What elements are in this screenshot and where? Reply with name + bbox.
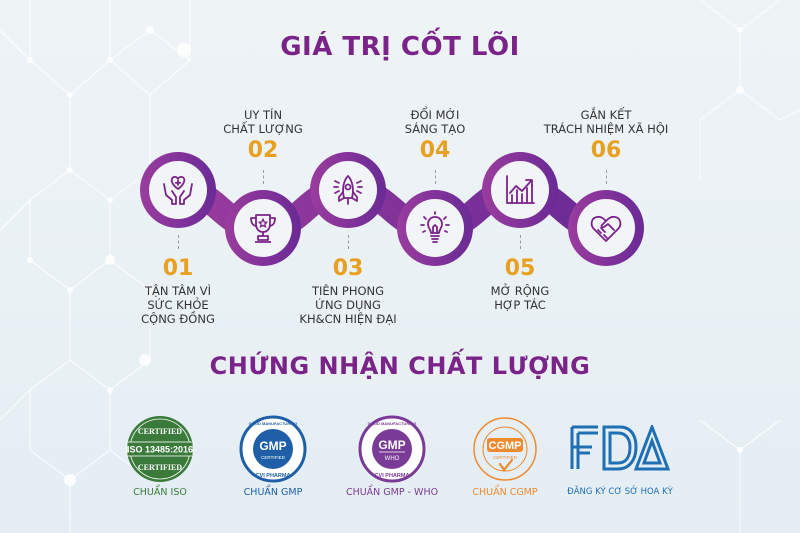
certifications-heading: CHỨNG NHẬN CHẤT LƯỢNG <box>209 352 591 380</box>
label-line: SỨC KHỎE <box>147 298 209 312</box>
cgmp-certified-badge: CGMP CERTIFIED <box>473 417 537 481</box>
growth-chart-icon <box>506 175 535 204</box>
connector-dash <box>348 235 349 249</box>
cert-caption-iso: CHUẨN ISO <box>133 487 187 498</box>
core-values-heading: GIÁ TRỊ CỐT LÕI <box>280 32 520 62</box>
label-line: SÁNG TẠO <box>404 122 466 136</box>
label-line: CỘNG ĐỒNG <box>141 312 215 326</box>
iso-certified-badge: ISO 13485:2016 CERTIFIED CERTIFIED <box>126 416 194 482</box>
fda-logo <box>570 425 670 471</box>
value-label-04: ĐỔI MỚI SÁNG TẠO <box>355 108 515 136</box>
gmp-who-badge: GMP WHO CVI PHARMA GOOD MANUFACTURING <box>358 415 426 483</box>
value-number-01: 01 <box>162 256 194 281</box>
svg-text:CERTIFIED: CERTIFIED <box>261 455 285 460</box>
rocket-icon <box>333 175 363 205</box>
trophy-icon <box>250 214 276 243</box>
value-number-04: 04 <box>419 138 451 163</box>
svg-text:GMP: GMP <box>378 438 405 452</box>
svg-text:CERTIFIED: CERTIFIED <box>138 463 182 472</box>
connector-dash <box>178 235 179 249</box>
label-line: MỞ RỘNG <box>490 284 550 298</box>
svg-text:CERTIFIED: CERTIFIED <box>493 455 517 460</box>
value-number-06: 06 <box>590 138 622 163</box>
svg-text:CERTIFIED: CERTIFIED <box>138 427 182 436</box>
svg-text:GOOD MANUFACTURING: GOOD MANUFACTURING <box>368 421 417 426</box>
value-label-02: UY TÍN CHẤT LƯỢNG <box>183 108 343 136</box>
cert-caption-gmp: CHUẨN GMP <box>243 487 303 498</box>
label-line: UY TÍN <box>243 108 283 122</box>
connector-dash <box>435 170 436 184</box>
hands-heart-icon <box>163 176 193 205</box>
label-line: HỢP TÁC <box>494 298 546 312</box>
svg-text:WHO: WHO <box>385 456 400 462</box>
label-line: CHẤT LƯỢNG <box>223 122 303 136</box>
gmp-certified-badge: GMP CERTIFIED CVI PHARMA GOOD MANUFACTUR… <box>239 415 307 483</box>
svg-text:CVI PHARMA: CVI PHARMA <box>256 473 291 479</box>
svg-text:ISO 13485:2016: ISO 13485:2016 <box>127 445 193 455</box>
value-label-01: TẬN TÂM VÌ SỨC KHỎE CỘNG ĐỒNG <box>98 284 258 326</box>
svg-text:GMP: GMP <box>259 439 286 453</box>
lightbulb-icon <box>420 211 450 243</box>
handshake-heart-icon <box>590 215 622 242</box>
value-number-03: 03 <box>332 256 364 281</box>
cert-caption-fda: ĐĂNG KÝ CƠ SỞ HOA KỲ <box>567 487 673 497</box>
value-label-03: TIÊN PHONG ỨNG DỤNG KH&CN HIỆN ĐẠI <box>268 284 428 326</box>
value-label-05: MỞ RỘNG HỢP TÁC <box>440 284 600 312</box>
label-line: GẮN KẾT <box>580 108 632 122</box>
connector-dash <box>263 170 264 184</box>
connector-dash <box>520 235 521 249</box>
cert-caption-cgmp: CHUẨN CGMP <box>472 487 538 498</box>
label-line: TRÁCH NHIỆM XÃ HỘI <box>543 122 669 136</box>
svg-text:CGMP: CGMP <box>489 440 522 452</box>
label-line: ĐỔI MỚI <box>410 108 460 122</box>
svg-text:CVI PHARMA: CVI PHARMA <box>375 473 410 479</box>
label-line: TIÊN PHONG <box>311 284 385 298</box>
svg-text:GOOD MANUFACTURING: GOOD MANUFACTURING <box>249 421 298 426</box>
label-line: ỨNG DỤNG <box>315 298 381 312</box>
value-number-05: 05 <box>504 256 536 281</box>
cert-caption-gmp-who: CHUẨN GMP - WHO <box>345 487 439 498</box>
value-label-06: GẮN KẾT TRÁCH NHIỆM XÃ HỘI <box>526 108 686 136</box>
connector-dash <box>606 170 607 184</box>
value-number-02: 02 <box>247 138 279 163</box>
label-line: KH&CN HIỆN ĐẠI <box>299 312 397 326</box>
label-line: TẬN TÂM VÌ <box>145 284 211 298</box>
